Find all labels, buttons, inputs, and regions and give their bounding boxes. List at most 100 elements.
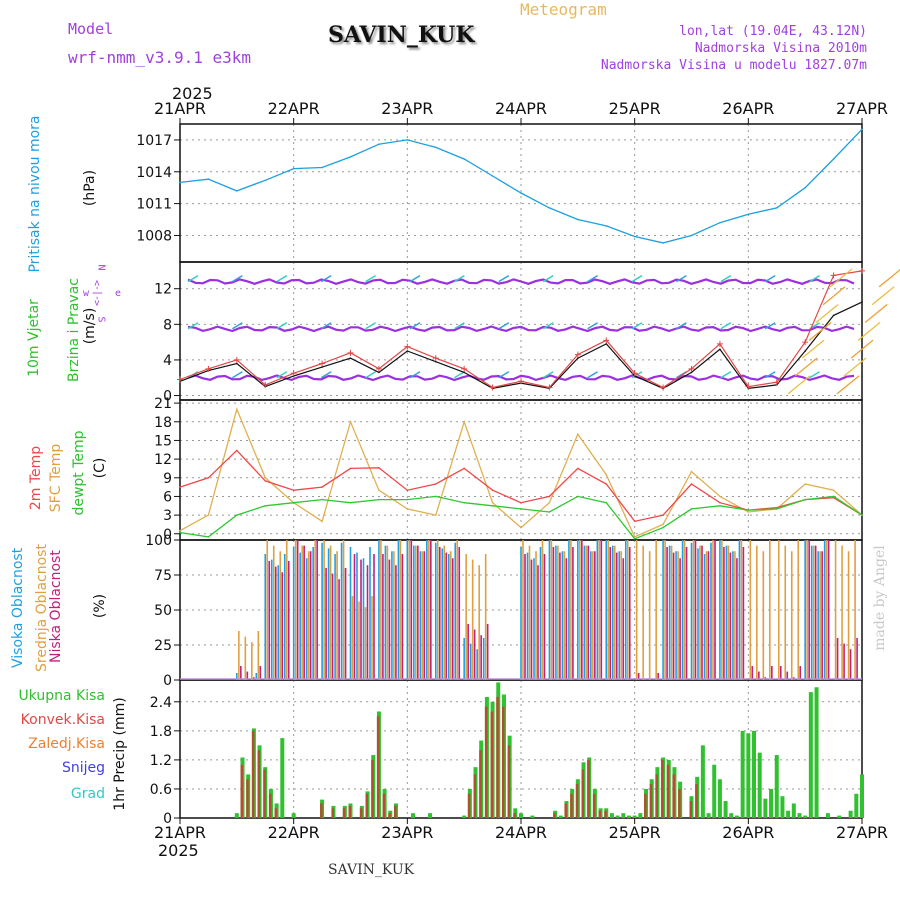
dewpt-series-point <box>321 498 323 501</box>
wind-strong-barb <box>871 286 895 306</box>
wind-strong-barb <box>857 321 881 341</box>
wind-speed-marker <box>802 339 809 346</box>
wind-strong-barb <box>801 339 825 359</box>
sfc-temp-series-point <box>236 408 238 411</box>
temp-2m-series-point <box>463 467 465 470</box>
wind-speed-marker <box>688 365 695 372</box>
wind-speed-marker <box>233 356 240 363</box>
temp-2m-series-point <box>179 486 181 488</box>
wind-barb <box>631 322 643 330</box>
pressure-series-point <box>236 190 238 192</box>
precip-convective-bar <box>689 801 692 818</box>
sfc-temp-series-point <box>747 511 750 513</box>
wind-gust-series-point <box>719 348 721 351</box>
pressure-series-point <box>690 234 693 237</box>
wind-speed-marker <box>319 360 326 367</box>
wind-speed-marker <box>375 365 382 372</box>
temp-2m-series-point <box>605 483 608 485</box>
wind-barb <box>631 274 643 283</box>
dewpt-series-point <box>179 531 181 534</box>
wind-ytick-label: 0 <box>163 389 172 405</box>
precip-total-bar <box>632 815 637 818</box>
temp-ytick-label: 6 <box>163 489 172 505</box>
pressure-series-point <box>434 146 437 149</box>
pressure-series-point <box>775 207 778 209</box>
sfc-temp-series-point <box>690 470 693 473</box>
pressure-series <box>179 128 863 244</box>
precip-total-bar <box>786 810 791 818</box>
wind-strong-barb <box>850 339 874 359</box>
wind-speed-marker <box>262 381 269 388</box>
precip-convective-bar <box>666 764 670 818</box>
wind-barb <box>320 322 332 330</box>
wind-gust-series-point <box>690 371 693 374</box>
dewpt-series-point <box>804 498 806 501</box>
temp-ytick-label: 9 <box>163 471 172 487</box>
wind-gust-series-point <box>463 371 465 374</box>
precip-convective-bar <box>507 745 511 818</box>
precip-total-bar <box>769 788 774 818</box>
legend-freezing-rain: Zaledj.Kisa <box>28 736 105 752</box>
precip-ytick-label: 2.4 <box>150 695 172 711</box>
wind-gust-series-point <box>804 350 806 352</box>
wind-barb <box>187 322 199 330</box>
pressure-series-point <box>463 158 465 160</box>
wind-barb <box>320 371 332 379</box>
precip-convective-bar <box>496 696 499 818</box>
dewpt-series-point <box>491 504 494 507</box>
cloud-ytick-label: 25 <box>154 638 172 654</box>
precip-convective-bar <box>320 803 323 818</box>
pressure-ytick-label: 1017 <box>136 133 172 149</box>
precip-convective-bar <box>246 779 249 818</box>
wind-barb <box>409 274 421 283</box>
dewpt-series-point <box>264 504 267 507</box>
precip-total-bar <box>519 813 523 818</box>
precip-convective-bar <box>484 706 488 818</box>
precip-convective-bar <box>388 813 391 818</box>
wind-barb <box>498 322 510 330</box>
wind-gust-series-point <box>378 371 380 374</box>
wind-barb <box>542 322 554 330</box>
precip-convective-bar <box>342 808 346 818</box>
sfc-temp-series-point <box>548 501 551 504</box>
temp-2m-series-point <box>491 489 494 492</box>
dewpt-series-point <box>463 501 465 504</box>
temp-2m-series-point <box>662 514 664 516</box>
time-label-bottom: 21APR <box>154 823 206 842</box>
pressure-series-point <box>719 221 721 224</box>
precip-total-bar <box>280 738 285 818</box>
precip-total-bar <box>609 813 614 818</box>
wind-barb <box>676 322 687 330</box>
precip-total-bar <box>854 793 859 818</box>
precip-total-bar <box>729 813 734 818</box>
precip-total-bar <box>860 774 864 818</box>
dewpt-series-point <box>747 509 750 511</box>
wind-barb <box>454 371 465 379</box>
sfc-temp-series-point <box>349 420 352 423</box>
wind-speed-marker <box>489 384 496 391</box>
wind-barb <box>587 322 598 330</box>
precip-total-bar <box>825 813 830 818</box>
sfc-temp-series-point <box>719 495 721 498</box>
wind-speed-marker <box>290 370 297 377</box>
precip-total-bar <box>234 813 239 818</box>
wind-barb <box>276 322 288 330</box>
temp-ytick-label: 3 <box>163 508 172 524</box>
dewpt-series-point <box>690 508 693 510</box>
precip-convective-bar <box>575 784 579 818</box>
time-label-top: 21APR <box>154 99 206 118</box>
precip-convective-bar <box>365 793 369 818</box>
year-label-top: 2025 <box>172 84 213 103</box>
wind-speed-marker <box>631 370 638 377</box>
wind-strong-barb <box>808 321 832 341</box>
legend-total-rain: Ukupna Kisa <box>18 688 105 704</box>
dewpt-series-point <box>548 511 551 513</box>
wind-barb <box>764 274 776 283</box>
pressure-series-point <box>747 213 750 216</box>
precip-total-bar <box>757 752 762 818</box>
pressure-ytick-label: 1008 <box>136 228 172 244</box>
wind-gust-series-point <box>349 357 352 359</box>
wind-speed-marker <box>546 384 553 391</box>
pressure-series-point <box>633 235 636 238</box>
wind-strong-barb <box>829 268 853 288</box>
